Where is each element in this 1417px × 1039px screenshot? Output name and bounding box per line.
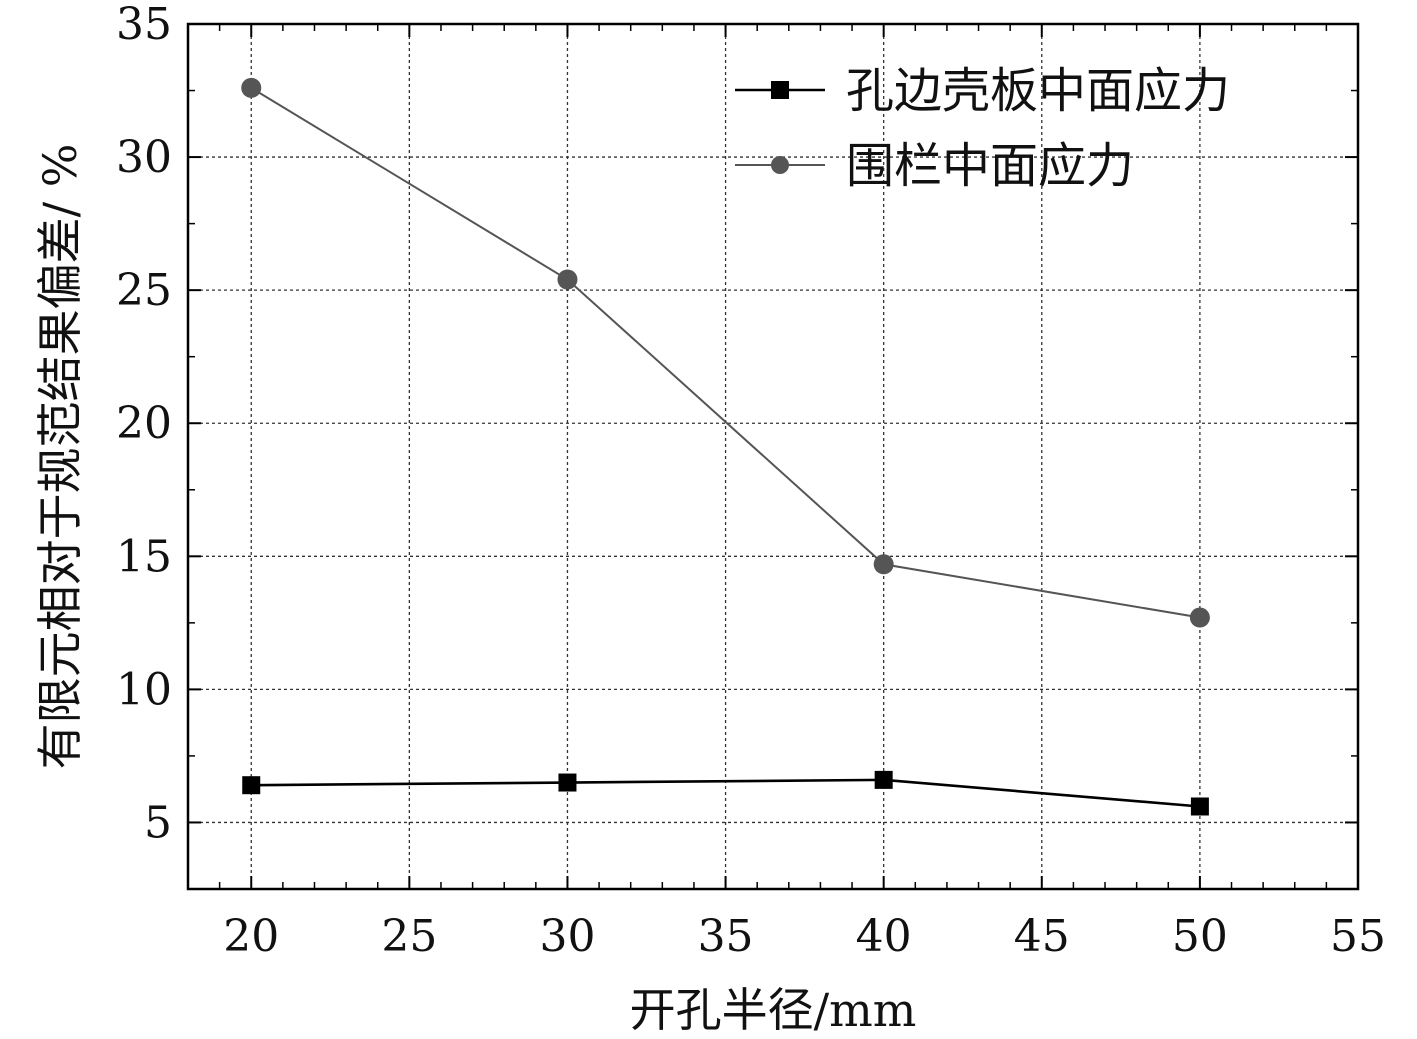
- legend-label-1: 围栏中面应力: [846, 138, 1134, 194]
- plot-frame: [186, 22, 1360, 891]
- x-tick-label: 30: [539, 911, 595, 962]
- y-tick-label: 35: [116, 0, 172, 50]
- data-point-circle: [241, 77, 262, 98]
- data-point-square: [1190, 797, 1209, 816]
- x-axis-label: 开孔半径/mm: [630, 983, 917, 1037]
- x-tick-label: 35: [698, 911, 754, 962]
- x-tick-label: 40: [856, 911, 912, 962]
- x-tick-label: 55: [1330, 911, 1386, 962]
- x-tick-label: 20: [223, 911, 279, 962]
- data-point-square: [558, 773, 577, 792]
- legend-marker-1: [771, 156, 789, 174]
- x-tick-label: 50: [1172, 911, 1228, 962]
- y-tick-label: 20: [116, 398, 172, 449]
- series-line-1: [250, 87, 1201, 619]
- series-layer: [241, 77, 1210, 816]
- x-tick-label: 25: [381, 911, 437, 962]
- x-tick-label: 45: [1014, 911, 1070, 962]
- y-tick-label: 5: [144, 797, 172, 848]
- data-point-circle: [873, 554, 894, 575]
- data-point-square: [242, 776, 261, 795]
- y-tick-label: 15: [116, 531, 172, 582]
- legend: 孔边壳板中面应力 围栏中面应力: [735, 63, 1230, 194]
- y-tick-label: 25: [116, 265, 172, 316]
- grid: [188, 24, 1358, 889]
- data-point-circle: [557, 269, 578, 290]
- data-point-circle: [1189, 607, 1210, 628]
- data-point-square: [874, 770, 893, 789]
- y-tick-label: 10: [116, 664, 172, 715]
- legend-marker-0: [771, 81, 789, 99]
- y-tick-label: 30: [116, 132, 172, 183]
- y-axis-label: 有限元相对于规范结果偏差/ %: [33, 144, 87, 770]
- legend-label-0: 孔边壳板中面应力: [846, 63, 1230, 119]
- series-line-0: [251, 778, 1201, 808]
